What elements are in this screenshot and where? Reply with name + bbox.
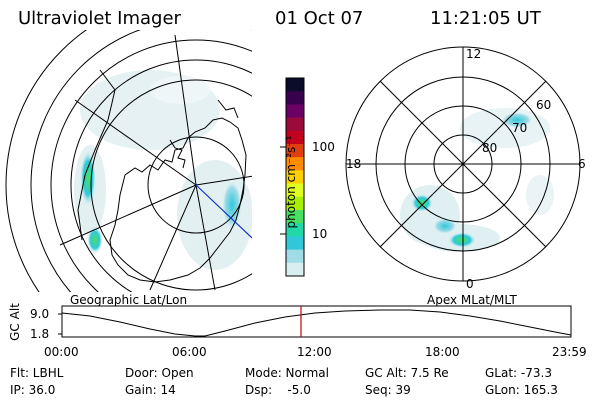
right-panel-label: Apex MLat/MLT [427, 293, 517, 307]
left-panel-label: Geographic Lat/Lon [70, 293, 188, 307]
altitude-plot [58, 305, 572, 338]
aurora-emission-left [74, 70, 252, 270]
color-bar-band [286, 236, 304, 251]
mlat-label-70: 70 [512, 121, 528, 135]
glon-info: GLon: 165.3 [485, 383, 558, 397]
color-bar-band [286, 144, 304, 158]
color-bar-band [286, 210, 304, 224]
time-tick-2359: 23:59 [552, 345, 587, 359]
time-label: 11:21:05 UT [430, 8, 541, 29]
color-bar-band [286, 170, 304, 185]
glat-info: GLat: -73.3 [485, 366, 552, 380]
color-bar-band [286, 157, 304, 171]
color-bar-band [286, 262, 304, 277]
geographic-map [5, 30, 252, 292]
longitude-lines [59, 34, 252, 291]
mlat-label-80: 80 [482, 141, 498, 155]
color-bar [286, 78, 304, 277]
ip-info: IP: 36.0 [10, 383, 56, 397]
time-tick-1200: 12:00 [297, 345, 332, 359]
gain-info: Gain: 14 [125, 383, 176, 397]
polar-plot [345, 46, 581, 282]
date-label: 01 Oct 07 [275, 8, 364, 29]
altitude-tick-1-8: 1.8 [30, 327, 50, 341]
mlat-label-60: 60 [536, 98, 552, 112]
color-bar-band [286, 223, 304, 237]
filter-info: Flt: LBHL [10, 366, 64, 380]
door-info: Door: Open [125, 366, 194, 380]
satellite-track [195, 184, 252, 239]
mlt-label-12: 12 [466, 47, 482, 61]
altitude-tick-9: 9.0 [30, 307, 50, 321]
latitude-circles [5, 30, 252, 292]
time-tick-1800: 18:00 [425, 345, 460, 359]
color-bar-band [286, 249, 304, 264]
altitude-axis-label: GC Alt [8, 303, 22, 341]
color-bar-band [286, 91, 304, 105]
colorbar-tick-100: 100 [312, 140, 335, 154]
seq-info: Seq: 39 [365, 383, 411, 397]
colorbar-unit-label: photon cm⁻²s⁻¹ [284, 135, 298, 229]
time-tick-0600: 06:00 [172, 345, 207, 359]
mlt-label-18: 18 [346, 157, 362, 171]
mlt-label-0: 0 [466, 277, 474, 291]
mode-info: Mode: Normal [245, 366, 329, 380]
mlt-label-6: 6 [578, 157, 586, 171]
colorbar-tick-10: 10 [312, 227, 328, 241]
color-bar-band [286, 78, 304, 92]
color-bar-band [286, 104, 304, 119]
dsp-info: Dsp: -5.0 [245, 383, 311, 397]
color-bar-band [286, 117, 304, 132]
time-tick-0000: 00:00 [44, 345, 79, 359]
coastline [109, 117, 247, 283]
color-bar-band [286, 196, 304, 211]
gc-alt-info: GC Alt: 7.5 Re [365, 366, 449, 380]
color-bar-band [286, 183, 304, 198]
instrument-title: Ultraviolet Imager [18, 8, 181, 29]
altitude-curve [61, 309, 572, 337]
color-bar-band [286, 130, 304, 145]
